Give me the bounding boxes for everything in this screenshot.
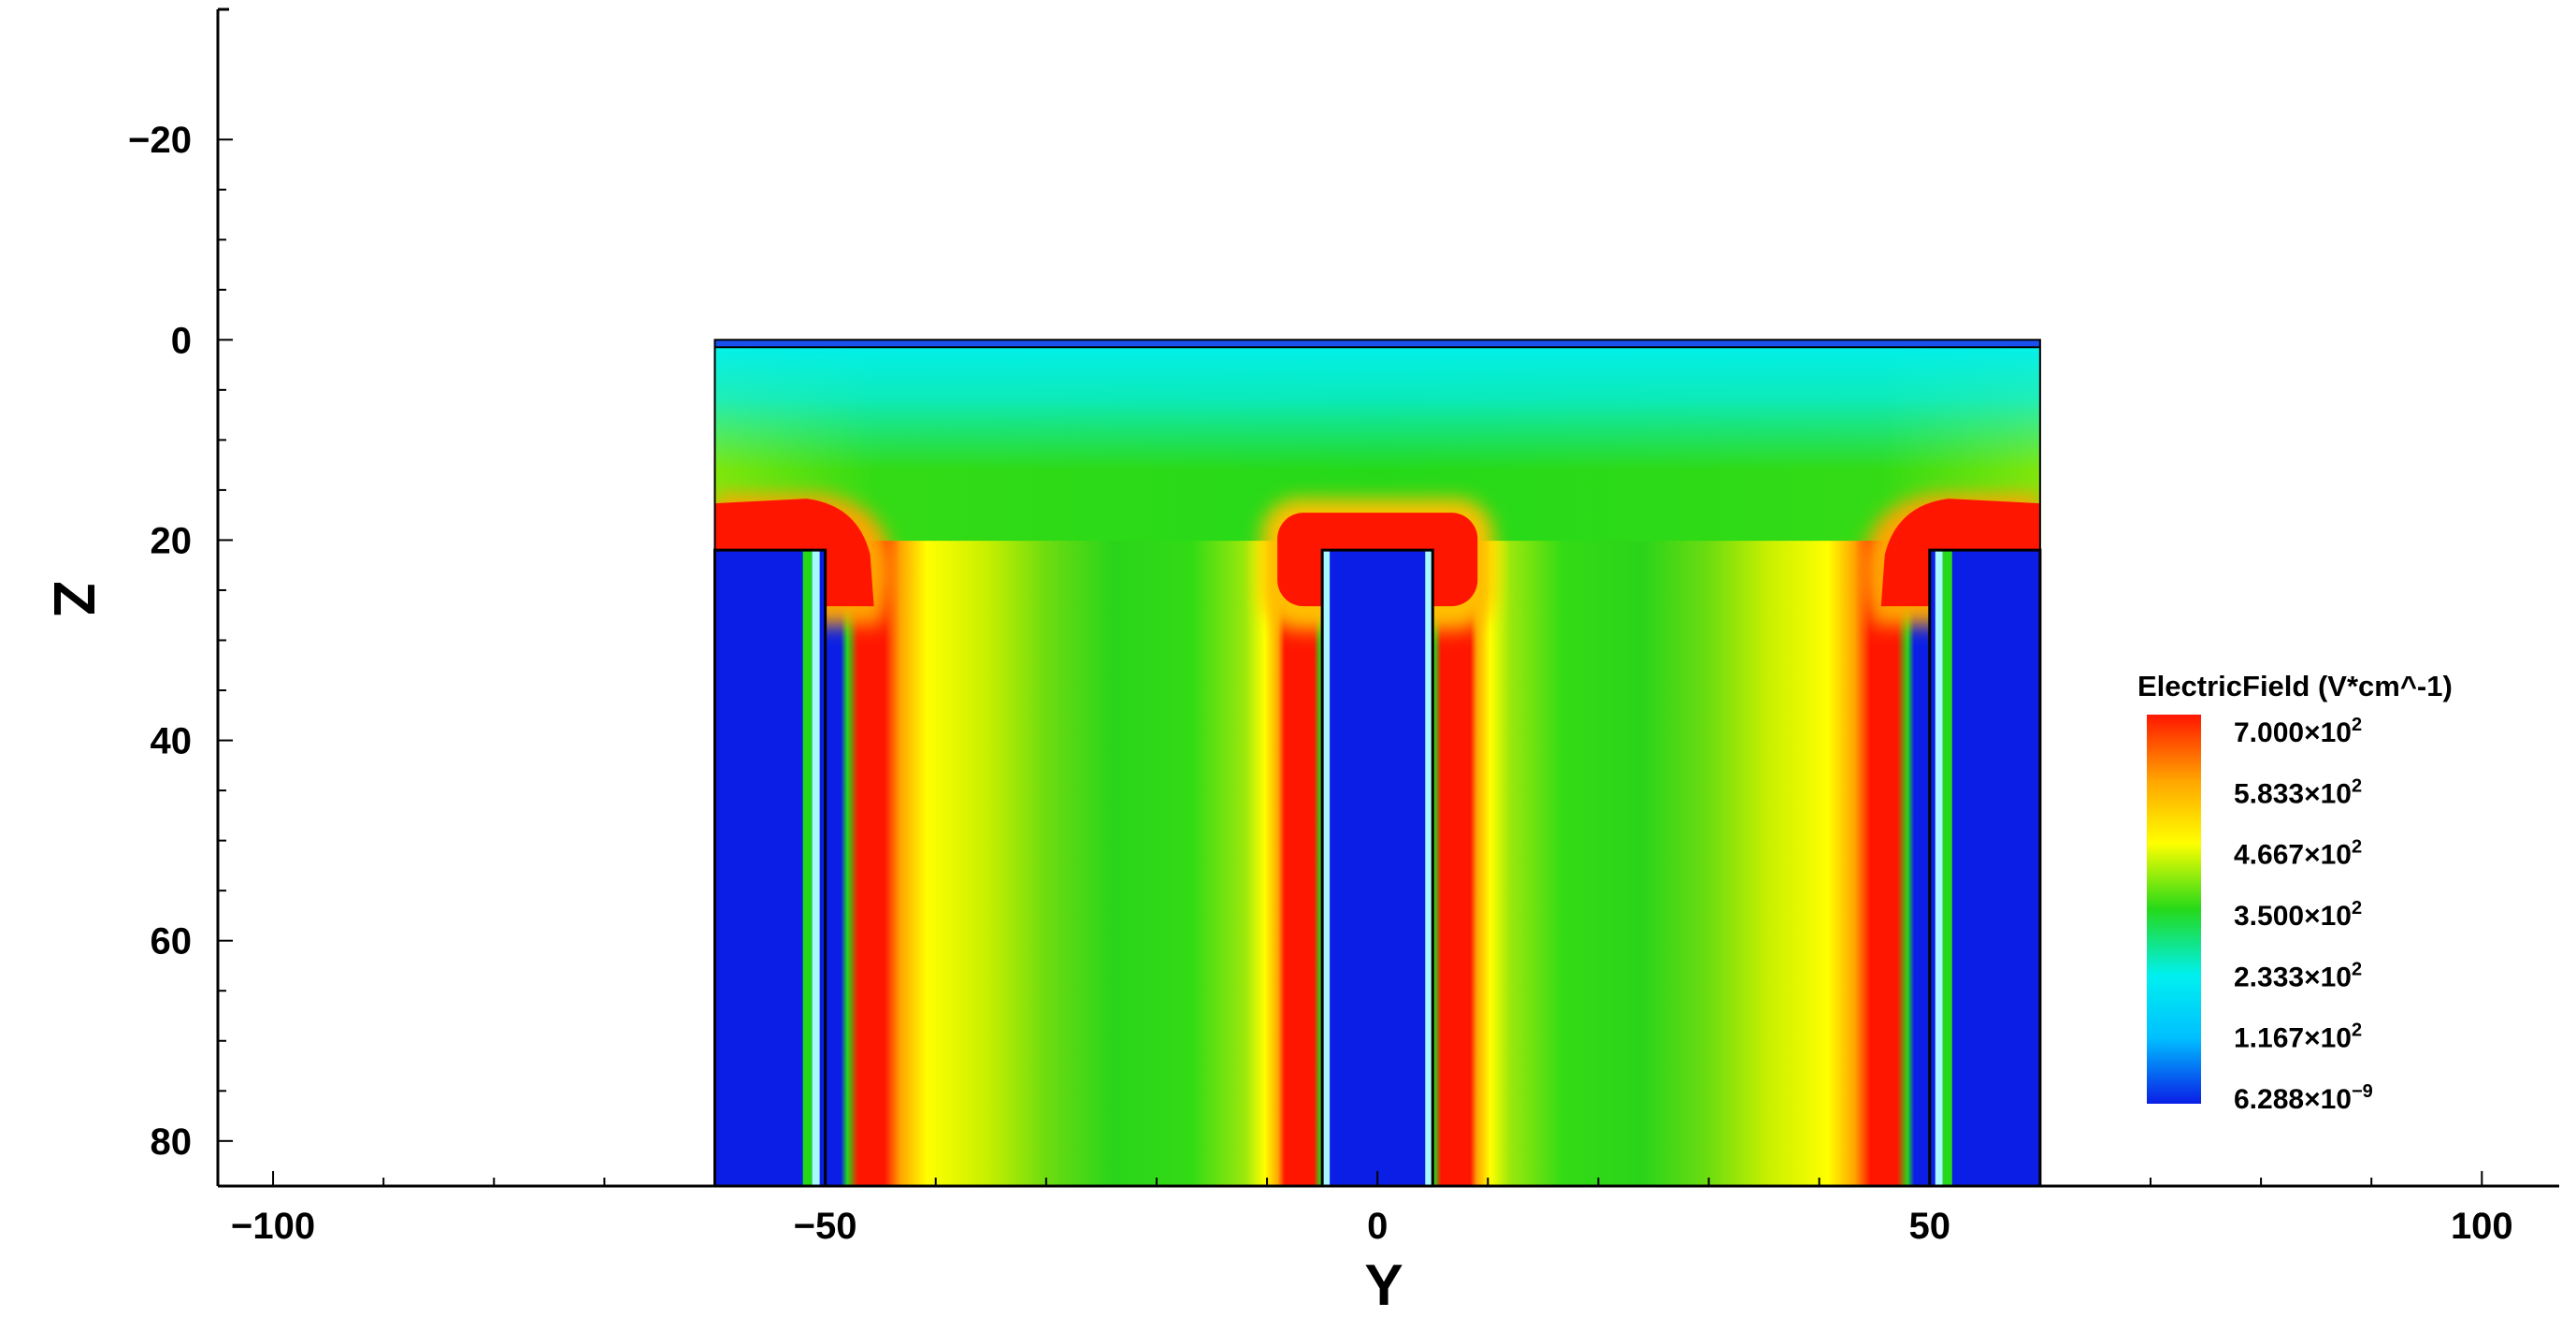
axes: −100 −50 0 50 100 −20 0 20 40 60 80 [128, 7, 2559, 1247]
center-low-field-spot [1190, 340, 1565, 481]
y-tick-label: 40 [151, 721, 193, 762]
left-edge-strip-inner [812, 550, 820, 1186]
colorbar-title: ElectricField (V*cm^-1) [2137, 670, 2453, 702]
colorbar-tick-label: 4.667×102 [2234, 837, 2362, 871]
colorbar-tick-labels: 7.000×102 5.833×102 4.667×102 3.500×102 2.33… [2234, 715, 2373, 1115]
center-left-strip [1322, 550, 1331, 1186]
y-tick-label: 60 [151, 921, 193, 962]
colorbar-tick-label: 6.288×10−9 [2234, 1081, 2373, 1115]
right-edge-strip-inner [1935, 550, 1943, 1186]
colorbar-scale [2147, 715, 2201, 1104]
y-tick-label: 20 [151, 520, 193, 561]
center-right-strip [1425, 550, 1433, 1186]
colorbar-tick-label: 3.500×102 [2234, 898, 2362, 932]
x-tick-label: −100 [231, 1206, 315, 1247]
x-tick-label: 50 [1909, 1206, 1951, 1247]
x-tick-label: −50 [794, 1206, 857, 1247]
field-map [714, 340, 2040, 1186]
y-tick-label: −20 [128, 120, 192, 161]
x-tick-label: 100 [2451, 1206, 2513, 1247]
colorbar-tick-label: 5.833×102 [2234, 775, 2362, 809]
left-low-field-spot [714, 340, 837, 425]
colorbar-tick-label: 1.167×102 [2234, 1020, 2362, 1054]
conductor-outline-left [713, 548, 827, 1186]
conductor-outline-right [1928, 548, 2042, 1186]
x-axis-title: Y [1364, 1253, 1403, 1317]
conductor-outline-center [1320, 548, 1434, 1186]
conductor-center [1322, 550, 1433, 1186]
y-tick-label: 0 [171, 320, 192, 361]
y-tick-label: 80 [151, 1122, 193, 1163]
x-tick-label: 0 [1367, 1206, 1388, 1247]
right-edge-strip [1942, 550, 1952, 1186]
colorbar-tick-label: 7.000×102 [2234, 715, 2362, 748]
left-edge-strip [802, 550, 813, 1186]
colorbar-legend: ElectricField (V*cm^-1) 7.000×102 5.833×1… [2137, 670, 2453, 1115]
colorbar-tick-label: 2.333×102 [2234, 959, 2362, 992]
surface-layer [714, 340, 2040, 348]
conductor-outlines [713, 339, 2042, 1188]
right-low-field-spot [1918, 340, 2040, 425]
y-axis-title: Z [41, 581, 106, 616]
